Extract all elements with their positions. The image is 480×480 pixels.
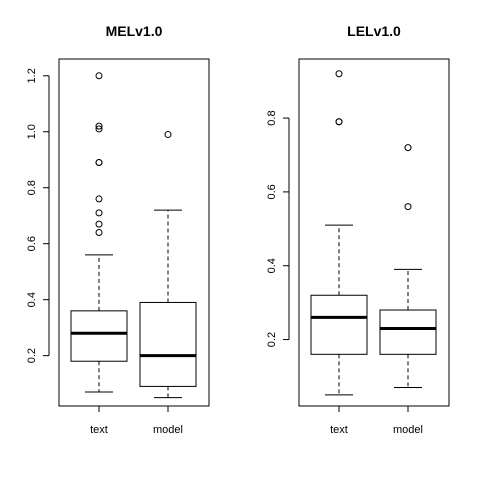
x-tick-label: text [90,424,108,436]
boxes [310,70,437,396]
y-tick-label: 0.8 [26,180,38,195]
x-tick-label: model [153,424,183,436]
outlier-point [95,220,103,228]
box-iqr [379,309,437,355]
plot-frame [58,58,210,407]
outlier-point [95,72,103,80]
outlier-point [95,209,103,217]
y-tick-label: 1.0 [26,124,38,139]
outlier-point [95,195,103,203]
panel-lel: LELv1.0 0.2 0.4 0.6 0.8 text model [266,23,450,436]
y-tick-label: 0.4 [266,258,278,273]
outlier-point [335,118,343,126]
box-iqr [139,301,197,387]
y-tick-label: 0.8 [266,110,278,125]
box-iqr [310,294,368,355]
y-tick-label: 0.4 [26,292,38,307]
y-tick-label: 0.2 [26,348,38,363]
outlier-point [404,144,412,152]
x-tick-label: model [393,424,423,436]
boxes [70,72,197,399]
y-tick-label: 1.2 [26,68,38,83]
outlier-point [164,131,172,139]
x-axis: text model [90,406,183,436]
outlier-point [95,125,103,133]
outlier-point [95,122,103,130]
outlier-point [95,159,103,167]
y-axis: 0.2 0.4 0.6 0.8 [266,110,290,347]
x-tick-label: text [330,424,348,436]
panel-title: LELv1.0 [347,23,401,39]
y-tick-label: 0.2 [266,332,278,347]
panel-mel: MELv1.0 0.2 0.4 0.6 0.8 1.0 1.2 text model [26,23,210,436]
outlier-point [335,70,343,78]
y-tick-label: 0.6 [266,184,278,199]
y-tick-label: 0.6 [26,236,38,251]
y-axis: 0.2 0.4 0.6 0.8 1.0 1.2 [26,68,50,363]
panel-title: MELv1.0 [106,23,163,39]
box-iqr [70,310,128,362]
outlier-point [404,203,412,211]
outlier-point [95,229,103,236]
x-axis: text model [330,406,423,436]
plot-frame [298,58,450,407]
